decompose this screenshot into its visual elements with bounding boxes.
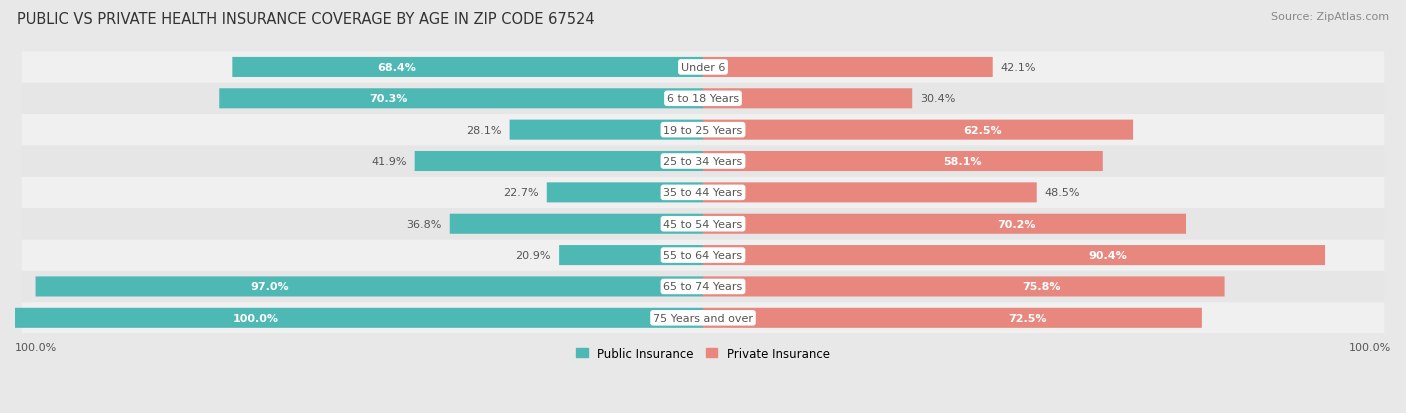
Text: 68.4%: 68.4% [378, 63, 416, 73]
FancyBboxPatch shape [35, 277, 703, 297]
FancyBboxPatch shape [21, 83, 1385, 115]
FancyBboxPatch shape [509, 120, 703, 140]
Text: 72.5%: 72.5% [1008, 313, 1046, 323]
FancyBboxPatch shape [219, 89, 703, 109]
FancyBboxPatch shape [703, 120, 1133, 140]
Text: 41.9%: 41.9% [371, 157, 406, 166]
Text: 70.2%: 70.2% [998, 219, 1036, 229]
FancyBboxPatch shape [21, 240, 1385, 271]
Text: 65 to 74 Years: 65 to 74 Years [664, 282, 742, 292]
Text: 45 to 54 Years: 45 to 54 Years [664, 219, 742, 229]
FancyBboxPatch shape [703, 308, 1202, 328]
Text: 97.0%: 97.0% [250, 282, 288, 292]
Text: 36.8%: 36.8% [406, 219, 441, 229]
FancyBboxPatch shape [560, 245, 703, 266]
Text: 22.7%: 22.7% [503, 188, 538, 198]
Legend: Public Insurance, Private Insurance: Public Insurance, Private Insurance [571, 342, 835, 364]
Text: 55 to 64 Years: 55 to 64 Years [664, 250, 742, 261]
Text: 58.1%: 58.1% [943, 157, 981, 166]
FancyBboxPatch shape [547, 183, 703, 203]
Text: Under 6: Under 6 [681, 63, 725, 73]
FancyBboxPatch shape [450, 214, 703, 234]
FancyBboxPatch shape [232, 58, 703, 78]
Text: 70.3%: 70.3% [370, 94, 408, 104]
FancyBboxPatch shape [21, 302, 1385, 334]
FancyBboxPatch shape [703, 58, 993, 78]
FancyBboxPatch shape [703, 277, 1225, 297]
FancyBboxPatch shape [21, 177, 1385, 209]
FancyBboxPatch shape [703, 183, 1036, 203]
FancyBboxPatch shape [703, 245, 1324, 266]
Text: Source: ZipAtlas.com: Source: ZipAtlas.com [1271, 12, 1389, 22]
FancyBboxPatch shape [415, 152, 703, 172]
Text: 90.4%: 90.4% [1088, 250, 1126, 261]
Text: 48.5%: 48.5% [1045, 188, 1080, 198]
Text: 35 to 44 Years: 35 to 44 Years [664, 188, 742, 198]
Text: 100.0%: 100.0% [15, 342, 58, 352]
FancyBboxPatch shape [703, 89, 912, 109]
Text: 6 to 18 Years: 6 to 18 Years [666, 94, 740, 104]
Text: 20.9%: 20.9% [516, 250, 551, 261]
Text: 100.0%: 100.0% [1348, 342, 1391, 352]
Text: 28.1%: 28.1% [465, 126, 502, 135]
Text: 42.1%: 42.1% [1001, 63, 1036, 73]
FancyBboxPatch shape [703, 214, 1187, 234]
Text: PUBLIC VS PRIVATE HEALTH INSURANCE COVERAGE BY AGE IN ZIP CODE 67524: PUBLIC VS PRIVATE HEALTH INSURANCE COVER… [17, 12, 595, 27]
FancyBboxPatch shape [15, 308, 703, 328]
FancyBboxPatch shape [703, 152, 1102, 172]
Text: 30.4%: 30.4% [921, 94, 956, 104]
Text: 19 to 25 Years: 19 to 25 Years [664, 126, 742, 135]
Text: 75.8%: 75.8% [1022, 282, 1062, 292]
Text: 100.0%: 100.0% [233, 313, 278, 323]
FancyBboxPatch shape [21, 271, 1385, 302]
FancyBboxPatch shape [21, 52, 1385, 83]
FancyBboxPatch shape [21, 115, 1385, 146]
FancyBboxPatch shape [21, 146, 1385, 177]
FancyBboxPatch shape [21, 209, 1385, 240]
Text: 62.5%: 62.5% [963, 126, 1002, 135]
Text: 75 Years and over: 75 Years and over [652, 313, 754, 323]
Text: 25 to 34 Years: 25 to 34 Years [664, 157, 742, 166]
